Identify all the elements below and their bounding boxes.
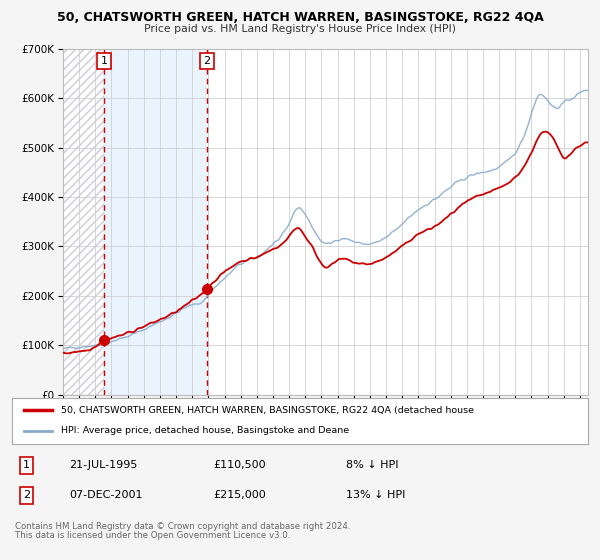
Text: 50, CHATSWORTH GREEN, HATCH WARREN, BASINGSTOKE, RG22 4QA: 50, CHATSWORTH GREEN, HATCH WARREN, BASI… (56, 11, 544, 24)
Text: Contains HM Land Registry data © Crown copyright and database right 2024.: Contains HM Land Registry data © Crown c… (15, 522, 350, 531)
Bar (104, 49, 207, 395)
Text: Price paid vs. HM Land Registry's House Price Index (HPI): Price paid vs. HM Land Registry's House … (144, 24, 456, 34)
Text: 2: 2 (203, 56, 211, 66)
Text: This data is licensed under the Open Government Licence v3.0.: This data is licensed under the Open Gov… (15, 531, 290, 540)
Text: 50, CHATSWORTH GREEN, HATCH WARREN, BASINGSTOKE, RG22 4QA (detached house: 50, CHATSWORTH GREEN, HATCH WARREN, BASI… (61, 406, 474, 415)
Text: £110,500: £110,500 (214, 460, 266, 470)
Text: £215,000: £215,000 (214, 491, 266, 500)
Text: 21-JUL-1995: 21-JUL-1995 (70, 460, 138, 470)
Text: 07-DEC-2001: 07-DEC-2001 (70, 491, 143, 500)
Text: HPI: Average price, detached house, Basingstoke and Deane: HPI: Average price, detached house, Basi… (61, 426, 349, 435)
Text: 13% ↓ HPI: 13% ↓ HPI (346, 491, 406, 500)
Bar (63, 49, 104, 395)
Text: 1: 1 (101, 56, 107, 66)
Text: 8% ↓ HPI: 8% ↓ HPI (346, 460, 398, 470)
Bar (63, 49, 104, 395)
Text: 2: 2 (23, 491, 30, 500)
Text: 1: 1 (23, 460, 30, 470)
